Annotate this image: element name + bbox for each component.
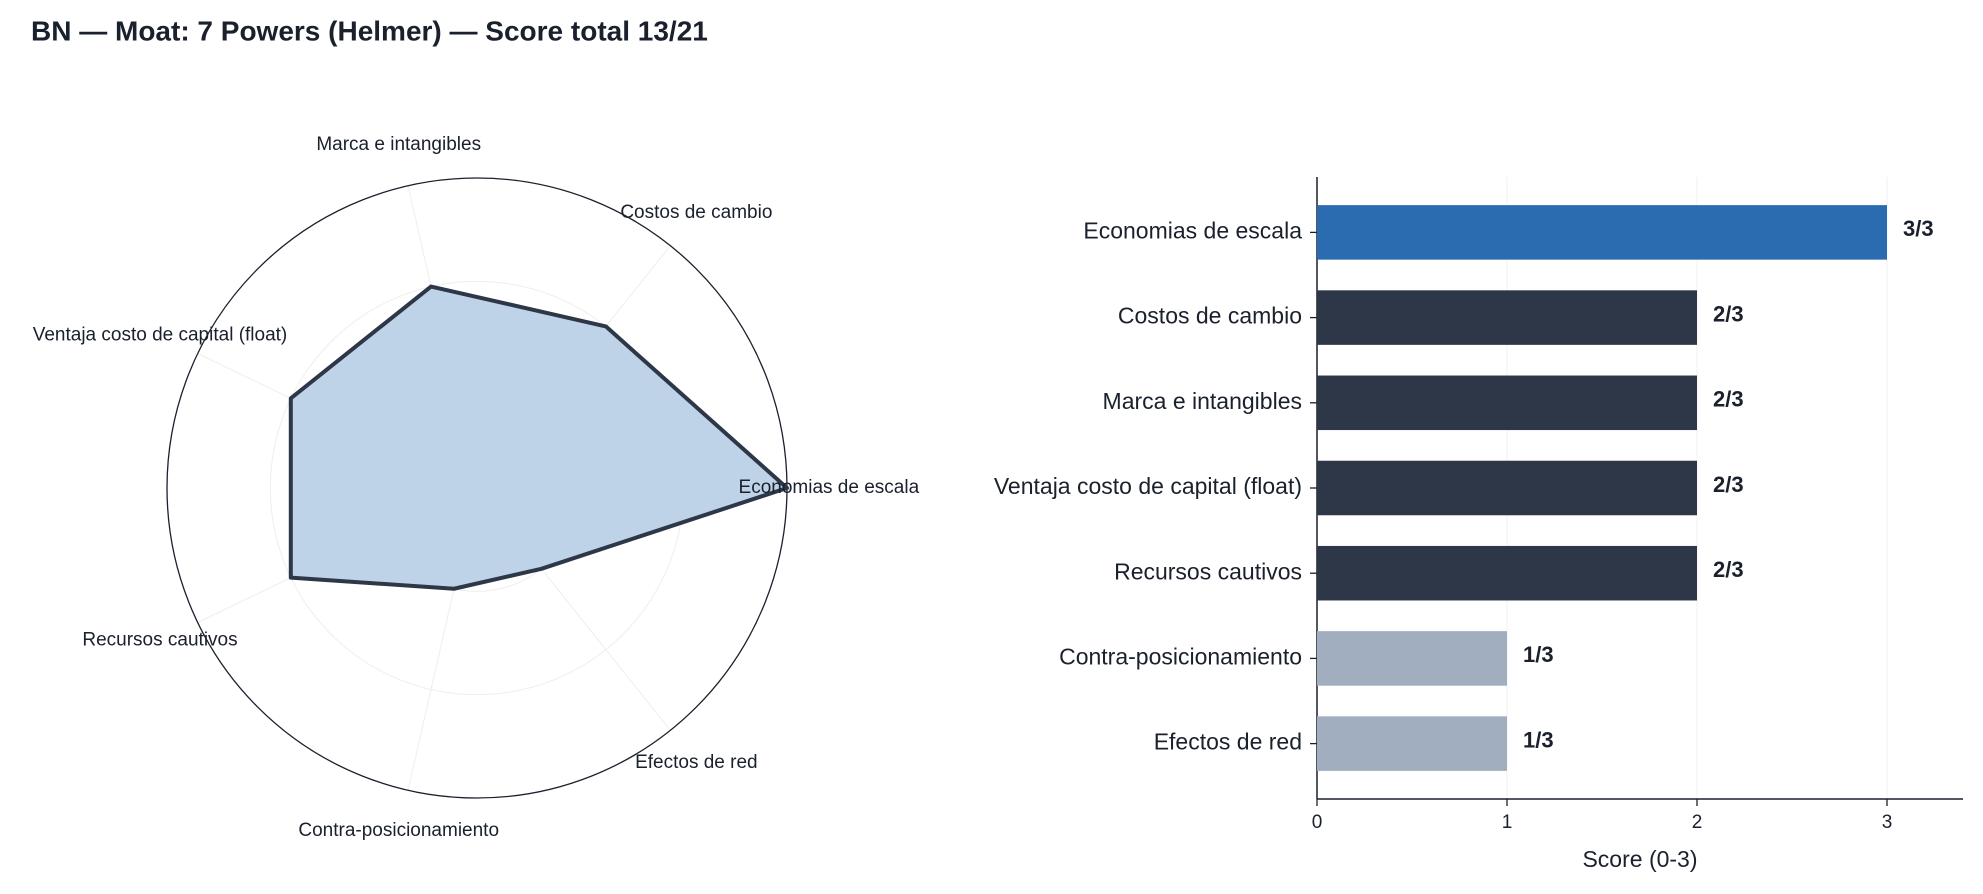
value-label: 3/3: [1903, 216, 1934, 241]
y-tick-label: Costos de cambio: [1118, 303, 1302, 329]
x-tick-label: 0: [1312, 812, 1323, 833]
bar: [1317, 545, 1697, 601]
axis-label: Costos de cambio: [620, 202, 772, 223]
bar: [1317, 631, 1507, 686]
bar: [1317, 290, 1697, 345]
y-tick-label: Contra-posicionamiento: [1059, 643, 1302, 669]
axis-label: Recursos cautivos: [82, 630, 237, 651]
bar: [1317, 716, 1507, 771]
radar-area: [288, 284, 789, 591]
y-tick-label: Efectos de red: [1154, 729, 1302, 755]
axis-label: Economias de escala: [739, 477, 920, 498]
axis-label: Contra-posicionamiento: [298, 820, 499, 841]
figure-title: BN — Moat: 7 Powers (Helmer) — Score tot…: [31, 15, 708, 46]
axis-label: Ventaja costo de capital (float): [33, 324, 288, 345]
x-tick-label: 2: [1692, 812, 1703, 833]
y-tick-label: Economias de escala: [1083, 217, 1302, 243]
x-tick-label: 1: [1502, 812, 1513, 833]
value-label: 1/3: [1523, 642, 1554, 667]
x-axis-label: Score (0-3): [1582, 846, 1697, 872]
value-label: 2/3: [1713, 301, 1744, 326]
bar: [1317, 460, 1697, 516]
value-label: 2/3: [1713, 472, 1744, 497]
value-label: 2/3: [1713, 557, 1744, 582]
bar: [1317, 205, 1887, 260]
value-label: 2/3: [1713, 387, 1744, 412]
y-tick-label: Ventaja costo de capital (float): [994, 473, 1302, 499]
value-label: 1/3: [1523, 727, 1554, 752]
y-tick-label: Marca e intangibles: [1103, 388, 1302, 414]
y-tick-label: Recursos cautivos: [1114, 558, 1302, 584]
x-tick-label: 3: [1882, 812, 1893, 833]
bar: [1317, 375, 1697, 431]
axis-label: Efectos de red: [635, 752, 758, 773]
axis-label: Marca e intangibles: [316, 134, 481, 155]
